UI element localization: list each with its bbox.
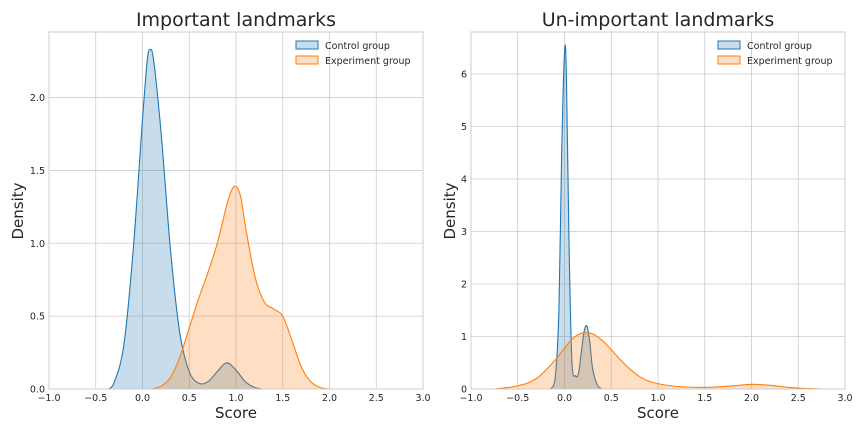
y-tick-label: 6 — [461, 70, 467, 81]
x-tick-label: −0.5 — [84, 393, 107, 404]
y-tick-label: 1.0 — [30, 239, 45, 250]
x-tick-label: 2.5 — [791, 393, 806, 404]
x-tick-label: 0.5 — [604, 393, 619, 404]
y-tick-label: 2.0 — [30, 93, 45, 104]
density-line-experiment-group — [151, 185, 330, 390]
density-line-control-group — [108, 48, 263, 390]
density-areas — [108, 48, 330, 390]
chart-title: Important landmarks — [136, 9, 336, 31]
density-areas — [494, 44, 825, 390]
x-tick-labels: −1.0 −0.5 0.0 0.5 1.0 1.5 2.0 2.5 3.0 — [459, 393, 852, 404]
chart-unimportant-landmarks: −1.0 −0.5 0.0 0.5 1.0 1.5 2.0 2.5 3.0 0 1 2 3 4 5 6 Un… — [441, 9, 853, 422]
chart-title: Un-important landmarks — [542, 9, 775, 31]
x-tick-label: 2.5 — [369, 393, 384, 404]
x-tick-labels: −1.0 −0.5 0.0 0.5 1.0 1.5 2.0 2.5 3.0 — [37, 393, 430, 404]
legend-swatch-experiment — [295, 55, 319, 65]
x-tick-label: 0.5 — [182, 393, 197, 404]
x-tick-label: 0.0 — [557, 393, 572, 404]
density-fill-experiment-group — [494, 332, 825, 389]
legend-label-experiment: Experiment group — [325, 56, 411, 67]
x-tick-label: −1.0 — [37, 393, 60, 404]
y-tick-label: 1 — [461, 332, 467, 343]
x-tick-label: 3.0 — [415, 393, 430, 404]
x-tick-label: 1.0 — [228, 393, 243, 404]
x-tick-label: 1.0 — [650, 393, 665, 404]
legend-label-experiment: Experiment group — [747, 56, 833, 67]
chart-important-landmarks: −1.0 −0.5 0.0 0.5 1.0 1.5 2.0 2.5 3.0 0.0 0.5 1.0 1… — [9, 9, 431, 422]
x-tick-label: 1.5 — [275, 393, 290, 404]
y-tick-label: 4 — [461, 175, 467, 186]
y-tick-labels: 0 1 2 3 4 5 6 — [461, 70, 467, 396]
x-tick-label: −1.0 — [459, 393, 482, 404]
y-tick-label: 2 — [461, 280, 467, 291]
density-line-control-group — [549, 44, 603, 390]
legend: Control group Experiment group — [717, 40, 833, 67]
y-tick-label: 0.5 — [30, 312, 45, 323]
y-tick-label: 0.0 — [30, 385, 45, 396]
density-fill-control-group — [108, 49, 263, 389]
x-tick-label: 0.0 — [135, 393, 150, 404]
x-axis-label: Score — [637, 404, 679, 422]
x-tick-label: 2.0 — [744, 393, 759, 404]
y-axis-label: Density — [9, 182, 27, 239]
density-fill-experiment-group — [151, 186, 330, 389]
y-tick-label: 0 — [461, 385, 467, 396]
y-tick-label: 5 — [461, 122, 467, 133]
legend: Control group Experiment group — [295, 40, 411, 67]
density-line-experiment-group — [494, 332, 825, 390]
legend-label-control: Control group — [325, 41, 390, 52]
axes-frame — [48, 31, 424, 390]
legend-swatch-experiment — [717, 55, 741, 65]
density-fill-control-group — [550, 45, 602, 389]
x-tick-label: 2.0 — [322, 393, 337, 404]
x-axis-label: Score — [215, 404, 257, 422]
legend-swatch-control — [717, 40, 741, 50]
legend-label-control: Control group — [747, 41, 812, 52]
y-tick-labels: 0.0 0.5 1.0 1.5 2.0 — [30, 93, 45, 395]
x-tick-label: 1.5 — [697, 393, 712, 404]
axes-frame — [470, 31, 846, 390]
legend-swatch-control — [295, 40, 319, 50]
x-tick-label: 3.0 — [837, 393, 852, 404]
y-axis-label: Density — [441, 182, 459, 239]
y-tick-label: 3 — [461, 227, 467, 238]
x-tick-label: −0.5 — [506, 393, 529, 404]
y-tick-label: 1.5 — [30, 166, 45, 177]
